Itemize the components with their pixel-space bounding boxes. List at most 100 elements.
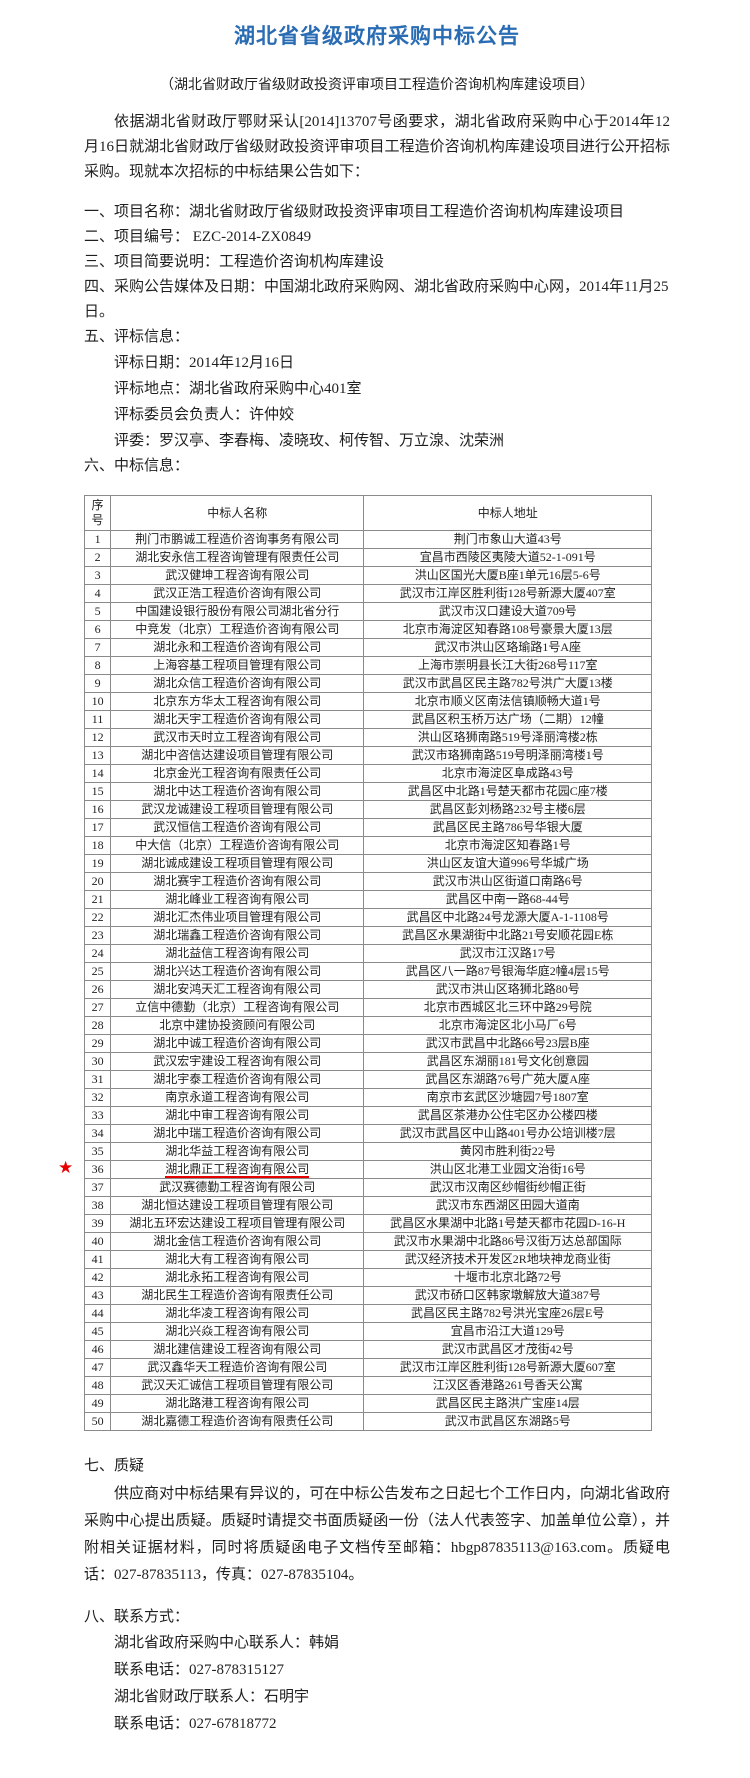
- cell-winner-name: 湖北民生工程造价咨询有限责任公司: [110, 1286, 365, 1305]
- cell-index: 46: [83, 1340, 112, 1359]
- cell-winner-address: 武昌区中北路24号龙源大厦A-1-1108号: [363, 908, 652, 927]
- cell-winner-address: 武汉市武昌区才茂街42号: [363, 1340, 652, 1359]
- table-row: 21 湖北峰业工程咨询有限公司 武昌区中南一路68-44号: [83, 890, 652, 909]
- cell-index: 17: [83, 818, 112, 837]
- table-row: 35 湖北华益工程咨询有限公司 黄冈市胜利街22号: [83, 1142, 652, 1161]
- item-evaluation-info: 五、评标信息：: [84, 329, 190, 345]
- table-row: 36 湖北鼎正工程咨询有限公司 洪山区北港工业园文治街16号: [83, 1160, 652, 1179]
- objection-heading: 七、质疑: [84, 1458, 145, 1474]
- cell-winner-address: 北京市海淀区知春路108号豪景大厦13层: [363, 620, 652, 639]
- cell-winner-name: 湖北中诚工程造价咨询有限公司: [110, 1034, 365, 1053]
- cell-winner-name: 湖北天宇工程造价咨询有限公司: [110, 710, 365, 729]
- cell-index: 7: [83, 638, 112, 657]
- cell-winner-address: 洪山区珞狮南路519号泽丽湾楼2栋: [363, 728, 652, 747]
- cell-winner-name: 湖北华益工程咨询有限公司: [110, 1142, 365, 1161]
- cell-winner-name: 上海容基工程项目管理有限公司: [110, 656, 365, 675]
- cell-index: 24: [83, 944, 112, 963]
- cell-index: 8: [83, 656, 112, 675]
- column-header-2: 中标人地址: [363, 495, 652, 531]
- cell-winner-address: 武汉市水果湖中北路86号汉街万达总部国际: [363, 1232, 652, 1251]
- cell-index: 30: [83, 1052, 112, 1071]
- objection-paragraph: 供应商对中标结果有异议的，可在中标公告发布之日起七个工作日内，向湖北省政府采购中…: [84, 1486, 670, 1583]
- table-row: 1 荆门市鹏诚工程造价咨询事务有限公司 荆门市象山大道43号: [83, 530, 652, 549]
- table-row: 31 湖北宇泰工程造价咨询有限公司 武昌区东湖路76号广苑大厦A座: [83, 1070, 652, 1089]
- cell-winner-address: 武汉市洪山区街道口南路6号: [363, 872, 652, 891]
- table-row: 26 湖北安鸿天汇工程咨询有限公司 武汉市洪山区珞狮北路80号: [83, 980, 652, 999]
- evaluation-committee: 评委：罗汉亭、李春梅、凌晓玫、柯传智、万立湶、沈荣洲: [114, 433, 505, 449]
- cell-winner-address: 武昌区民主路洪广宝座14层: [363, 1394, 652, 1413]
- cell-winner-address: 武昌区茶港办公住宅区办公楼四楼: [363, 1106, 652, 1125]
- table-row: 24 湖北益信工程咨询有限公司 武汉市江汉路17号: [83, 944, 652, 963]
- cell-winner-name: 中大信（北京）工程造价咨询有限公司: [110, 836, 365, 855]
- cell-index: 6: [83, 620, 112, 639]
- cell-index: 4: [83, 584, 112, 603]
- cell-index: 29: [83, 1034, 112, 1053]
- cell-winner-address: 武汉市汉南区纱帽街纱帽正街: [363, 1178, 652, 1197]
- item-project-name: 一、项目名称：湖北省财政厅省级财政投资评审项目工程造价咨询机构库建设项目: [84, 204, 625, 220]
- cell-winner-name: 武汉健坤工程咨询有限公司: [110, 566, 365, 585]
- cell-winner-name: 武汉鑫华天工程造价咨询有限公司: [110, 1358, 365, 1377]
- cell-index: 19: [83, 854, 112, 873]
- cell-index: 49: [83, 1394, 112, 1413]
- table-row: 15 湖北中达工程造价咨询有限公司 武昌区中北路1号楚天都市花园C座7楼: [83, 782, 652, 801]
- cell-winner-address: 北京市顺义区南法信镇顺畅大道1号: [363, 692, 652, 711]
- cell-winner-address: 洪山区友谊大道996号华城广场: [363, 854, 652, 873]
- cell-winner-name: 湖北大有工程咨询有限公司: [110, 1250, 365, 1269]
- cell-winner-name: 武汉宏宇建设工程咨询有限公司: [110, 1052, 365, 1071]
- cell-winner-name: 湖北赛宇工程造价咨询有限公司: [110, 872, 365, 891]
- cell-index: 28: [83, 1016, 112, 1035]
- cell-winner-name: 湖北鼎正工程咨询有限公司: [110, 1160, 365, 1179]
- winners-table-body: 1 荆门市鹏诚工程造价咨询事务有限公司 荆门市象山大道43号 2 湖北安永信工程咨询管理…: [83, 530, 652, 1431]
- cell-winner-address: 武昌区中北路1号楚天都市花园C座7楼: [363, 782, 652, 801]
- item-announcement-media: 四、采购公告媒体及日期：中国湖北政府采购网、湖北省政府采购中心网，2014年11…: [84, 279, 669, 320]
- table-row: 38 湖北恒达建设工程项目管理有限公司 武汉市东西湖区田园大道南: [83, 1196, 652, 1215]
- cell-winner-name: 武汉天汇诚信工程项目管理有限公司: [110, 1376, 365, 1395]
- evaluation-leader: 评标委员会负责人：许仲姣: [114, 407, 295, 423]
- table-row: 5 中国建设银行股份有限公司湖北省分行 武汉市汉口建设大道709号: [83, 602, 652, 621]
- table-row: 32 南京永道工程咨询有限公司 南京市玄武区沙塘园7号1807室: [83, 1088, 652, 1107]
- cell-index: 26: [83, 980, 112, 999]
- cell-winner-address: 北京市海淀区北小马厂6号: [363, 1016, 652, 1035]
- cell-winner-address: 武昌区东湖丽181号文化创意园: [363, 1052, 652, 1071]
- table-row: 41 湖北大有工程咨询有限公司 武汉经济技术开发区2R地块神龙商业街: [83, 1250, 652, 1269]
- cell-winner-name: 武汉恒信工程造价咨询有限公司: [110, 818, 365, 837]
- cell-index: 37: [83, 1178, 112, 1197]
- cell-winner-name: 湖北益信工程咨询有限公司: [110, 944, 365, 963]
- cell-index: 13: [83, 746, 112, 765]
- cell-index: 42: [83, 1268, 112, 1287]
- item-winner-info: 六、中标信息：: [84, 458, 190, 474]
- cell-winner-name: 武汉赛德勤工程咨询有限公司: [110, 1178, 365, 1197]
- table-row: 49 湖北路港工程咨询有限公司 武昌区民主路洪广宝座14层: [83, 1394, 652, 1413]
- cell-index: 18: [83, 836, 112, 855]
- table-row: 29 湖北中诚工程造价咨询有限公司 武汉市武昌中北路66号23层B座: [83, 1034, 652, 1053]
- cell-winner-name: 湖北永和工程造价咨询有限公司: [110, 638, 365, 657]
- table-row: 33 湖北中审工程咨询有限公司 武昌区茶港办公住宅区办公楼四楼: [83, 1106, 652, 1125]
- cell-index: 32: [83, 1088, 112, 1107]
- table-row: 23 湖北瑞鑫工程造价咨询有限公司 武昌区水果湖街中北路21号安顺花园E栋: [83, 926, 652, 945]
- table-row: 42 湖北永拓工程咨询有限公司 十堰市北京北路72号: [83, 1268, 652, 1287]
- table-row: 7 湖北永和工程造价咨询有限公司 武汉市洪山区珞瑜路1号A座: [83, 638, 652, 657]
- cell-winner-address: 武汉经济技术开发区2R地块神龙商业街: [363, 1250, 652, 1269]
- cell-index: 33: [83, 1106, 112, 1125]
- contact-finance-phone: 联系电话：027-67818772: [114, 1716, 277, 1732]
- table-row: 45 湖北兴焱工程咨询有限公司 宜昌市沿江大道129号: [83, 1322, 652, 1341]
- cell-index: 44: [83, 1304, 112, 1323]
- cell-winner-name: 武汉龙诚建设工程项目管理有限公司: [110, 800, 365, 819]
- cell-winner-name: 湖北宇泰工程造价咨询有限公司: [110, 1070, 365, 1089]
- cell-index: 31: [83, 1070, 112, 1089]
- cell-winner-name: 湖北金信工程造价咨询有限公司: [110, 1232, 365, 1251]
- cell-winner-address: 武汉市硚口区韩家墩解放大道387号: [363, 1286, 652, 1305]
- cell-index: 15: [83, 782, 112, 801]
- cell-winner-name: 北京金光工程咨询有限责任公司: [110, 764, 365, 783]
- cell-winner-address: 武汉市汉口建设大道709号: [363, 602, 652, 621]
- cell-index: 16: [83, 800, 112, 819]
- cell-winner-address: 北京市海淀区阜成路43号: [363, 764, 652, 783]
- table-header-row: 序号 中标人名称 中标人地址: [83, 495, 652, 531]
- cell-winner-name: 湖北安鸿天汇工程咨询有限公司: [110, 980, 365, 999]
- cell-index: 1: [83, 530, 112, 549]
- table-row: 11 湖北天宇工程造价咨询有限公司 武昌区积玉桥万达广场（二期）12幢: [83, 710, 652, 729]
- cell-winner-address: 武昌区积玉桥万达广场（二期）12幢: [363, 710, 652, 729]
- winners-table-wrapper: 序号 中标人名称 中标人地址 1 荆门市鹏诚工程造价咨询事务有限公司 荆门市象山大道43…: [58, 495, 670, 1431]
- cell-winner-address: 武汉市武昌区东湖路5号: [363, 1412, 652, 1431]
- cell-index: 12: [83, 728, 112, 747]
